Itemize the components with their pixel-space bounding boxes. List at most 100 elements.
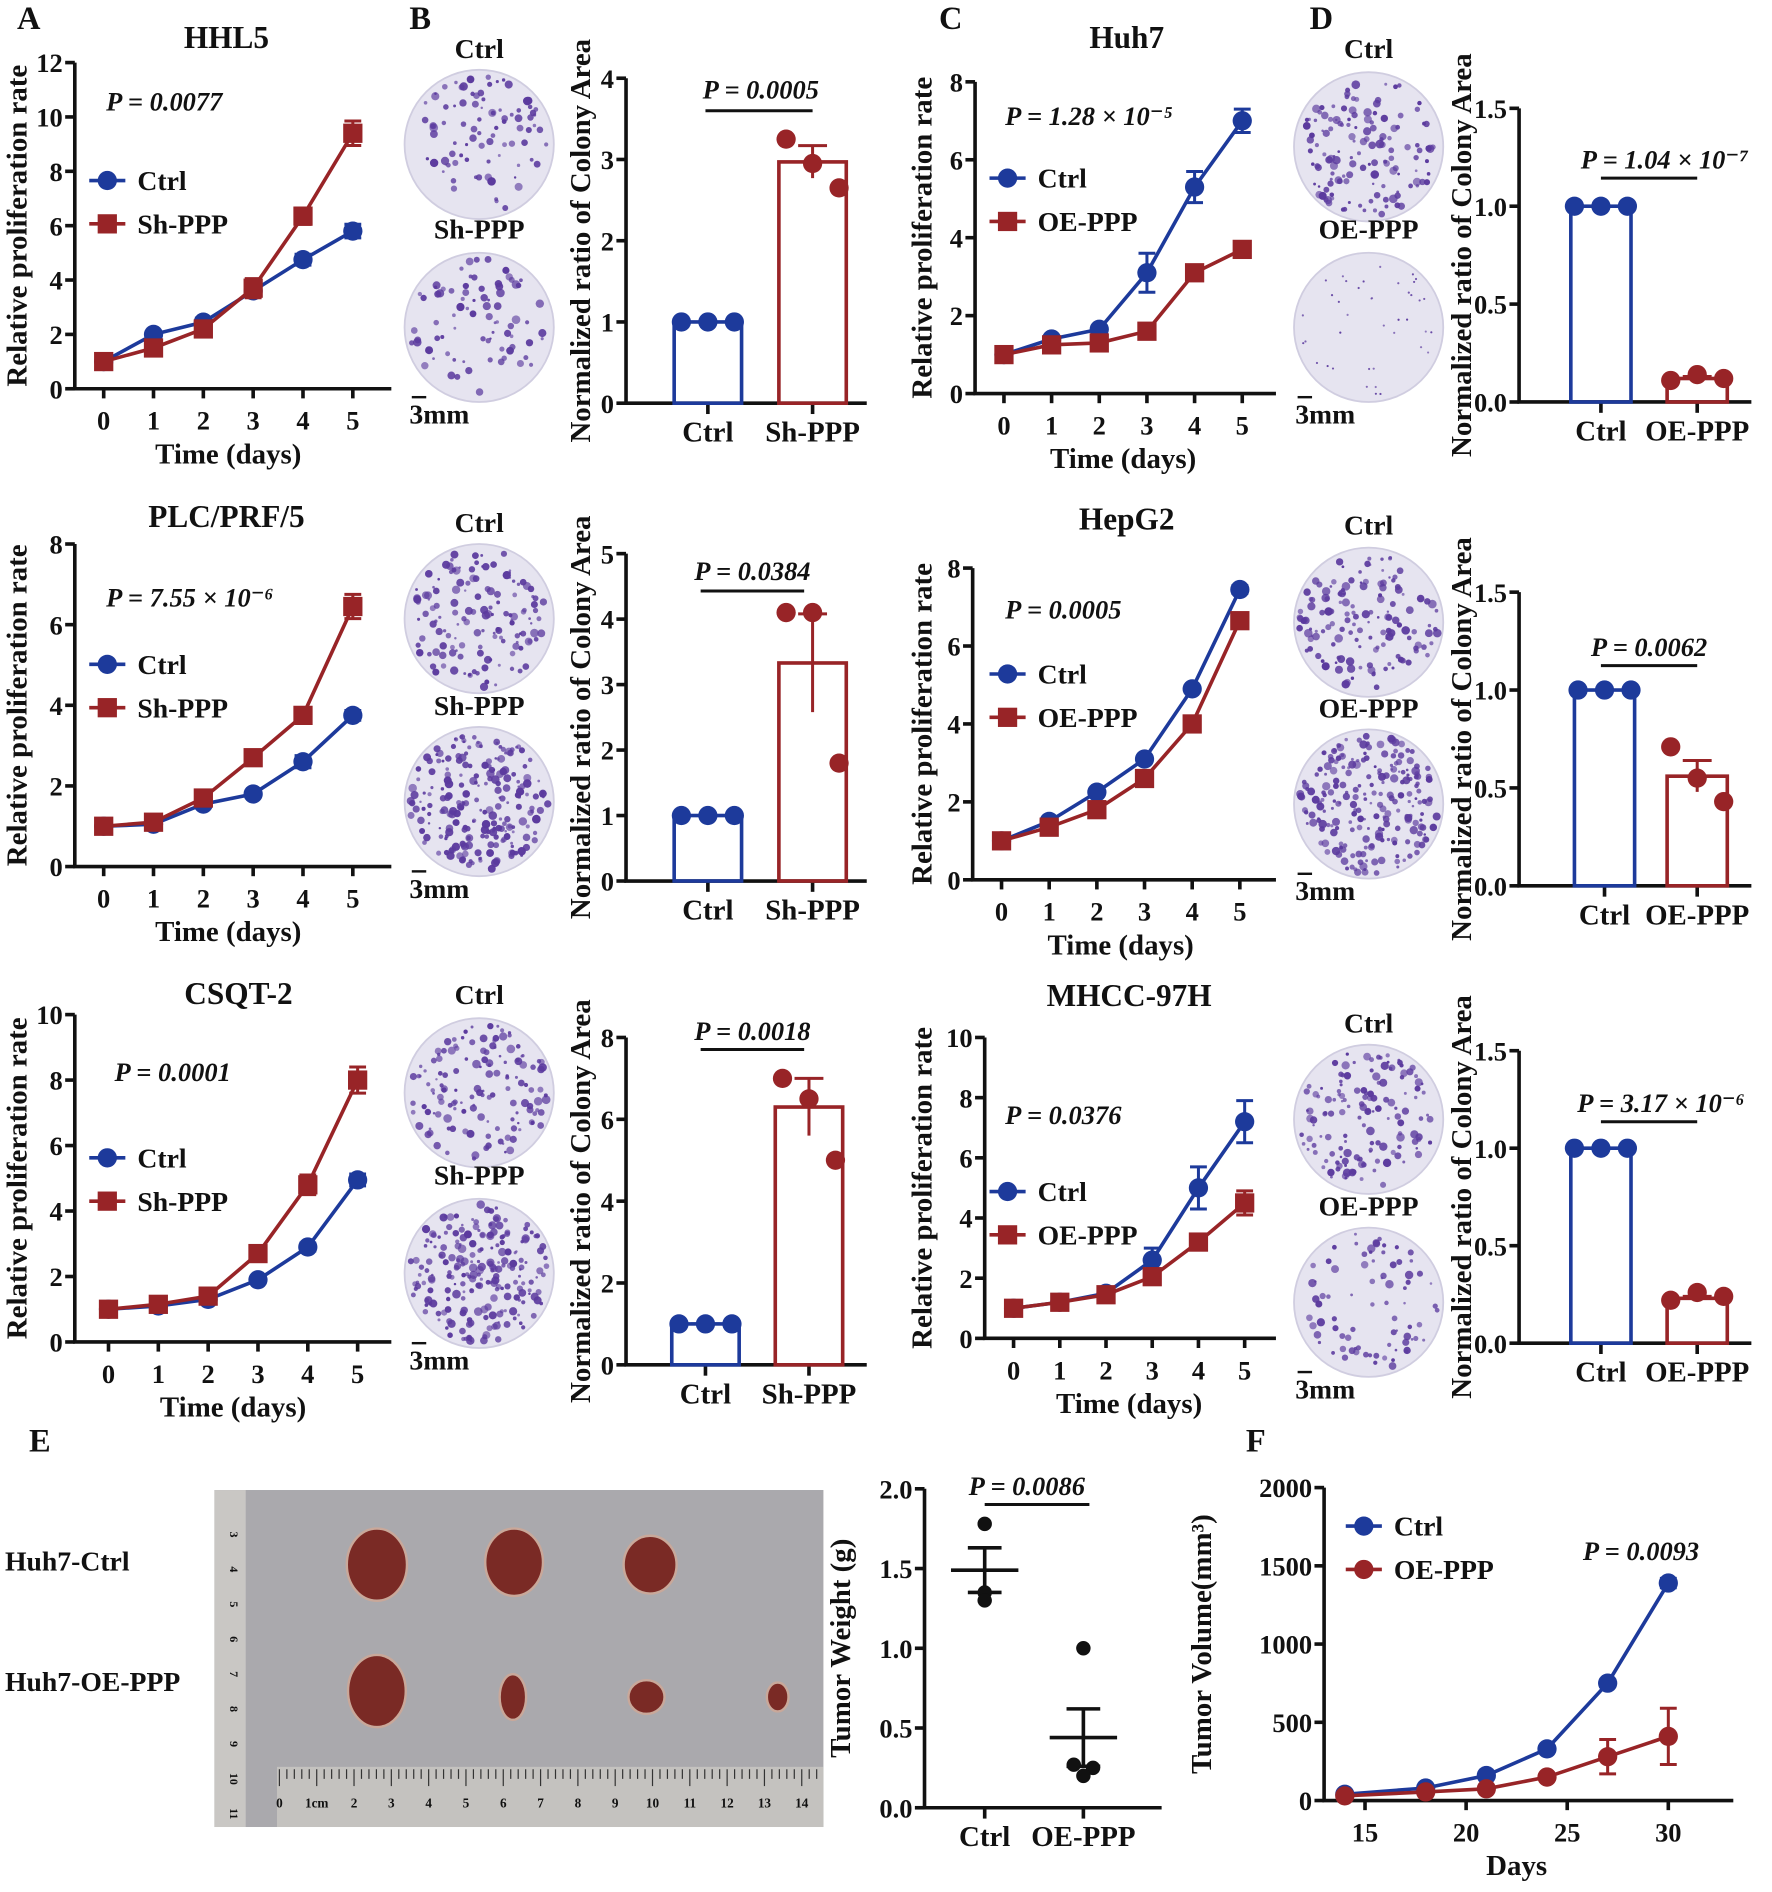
colony [448,287,455,294]
x-tick-label: 2 [197,406,210,436]
circle-marker-icon [997,168,1018,188]
data-point [802,153,823,174]
colony [1381,183,1386,189]
colony [485,758,492,765]
colony [1394,1106,1398,1110]
colony [447,1332,453,1338]
colony [1397,202,1405,210]
data-point [977,1516,992,1532]
colony [479,744,483,749]
colony [1331,642,1336,647]
data-point [193,319,213,339]
colony [1380,642,1386,648]
colony [529,109,537,117]
colony [1344,611,1350,617]
y-tick-label: 2 [50,1262,63,1292]
y-tick-label: 8 [50,530,63,560]
y-tick-label: 2.0 [879,1474,912,1504]
colony [430,786,434,790]
colony [484,834,490,839]
colony [1358,1101,1365,1107]
colony [1394,1245,1399,1250]
colony [427,598,431,601]
colony [431,92,440,101]
colony [454,373,461,380]
colony [1416,147,1423,154]
colony [529,805,535,811]
colony [495,627,501,633]
data-point [1591,1138,1611,1158]
colony [1397,83,1402,88]
bar [1569,1146,1633,1345]
colony [533,636,539,642]
colony [537,1109,545,1116]
p-value-label: P = 0.0005 [702,75,819,105]
colony [529,362,534,367]
colony [455,1239,460,1244]
colony [477,1248,482,1253]
colony [453,1282,457,1286]
colony [1332,817,1341,826]
colony [462,1290,466,1294]
axes [1322,1487,1734,1803]
colony [469,1094,475,1100]
y-axis-label: Normalized ratio of Colony Area [565,515,597,919]
colony [428,1127,432,1131]
y-tick-label: 1.0 [1474,676,1507,706]
colony [528,1087,535,1093]
data-point [1564,1138,1585,1158]
colony [463,672,467,676]
colony [1389,601,1396,607]
colony [427,822,431,825]
colony [1332,1244,1337,1250]
series-OE-PPP [991,611,1250,851]
colony [509,343,516,351]
colony [1337,300,1340,303]
colony [454,637,457,640]
colony [1374,385,1377,389]
colony [453,1067,460,1074]
y-tick-label: 12 [36,48,62,78]
colony [446,162,451,168]
colony [409,1072,417,1081]
colony [1377,1236,1382,1242]
colony [477,784,480,787]
colony [452,358,457,362]
colony [518,1257,524,1263]
colony [1409,825,1418,835]
colony [429,605,436,612]
colony [415,648,424,657]
colony [1414,169,1418,173]
colony [1396,622,1403,628]
colony [1406,635,1412,641]
colony [1331,1351,1335,1355]
colony [465,834,474,842]
colony [489,1092,496,1098]
y-tick-label: 0.5 [879,1714,912,1744]
y-axis-label: Relative proliferation rate [2,1017,34,1339]
colony [530,622,533,625]
colony [438,1098,445,1105]
colony [1392,798,1398,805]
colony [1321,1165,1326,1170]
colony [1309,1322,1317,1330]
x-tick-label: 3 [247,883,260,913]
colony [429,123,439,133]
colony [1327,116,1334,122]
colony [440,787,445,791]
colony [450,558,454,562]
colony [1412,177,1422,187]
legend-label: OE-PPP [1038,1219,1138,1250]
legend-label: OE-PPP [1394,1554,1494,1585]
colony [504,829,507,833]
colony [1332,748,1337,753]
square-marker-icon [997,707,1018,727]
colony [1346,664,1356,673]
colony [1340,753,1345,758]
colony [1387,662,1392,666]
colony [486,1120,490,1123]
plate-label: OE-PPP [1319,692,1419,723]
colony [1329,192,1335,198]
colony [445,767,450,771]
